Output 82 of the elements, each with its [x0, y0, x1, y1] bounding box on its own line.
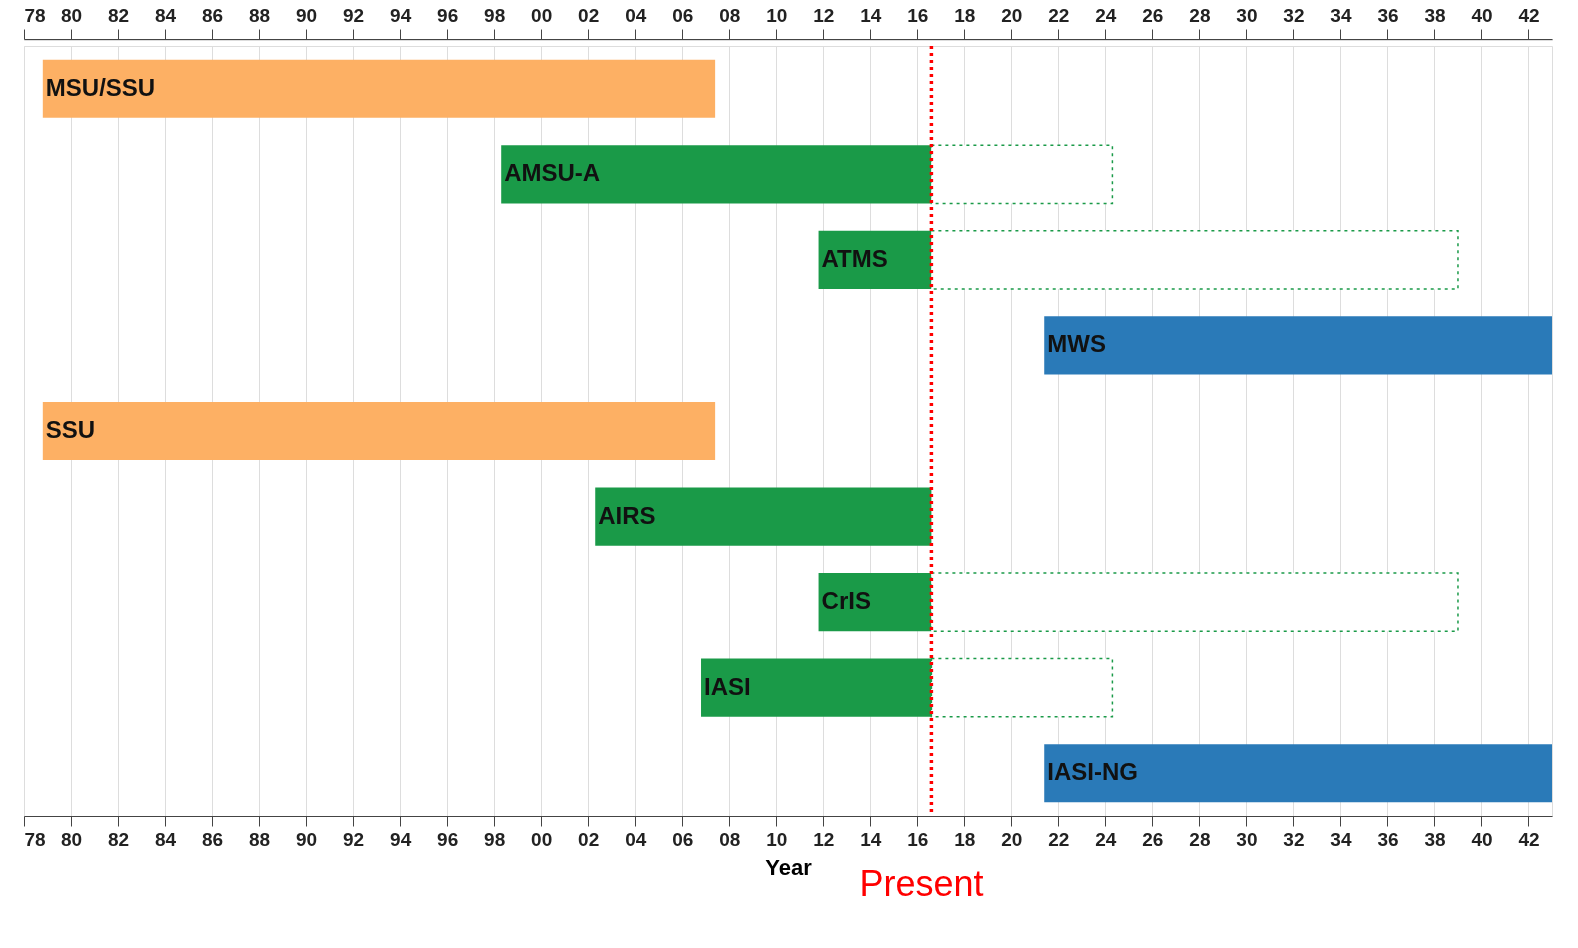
bar [42, 401, 716, 461]
x-tick-label: 08 [719, 828, 741, 850]
y-tick-label: AMSU-A [504, 159, 601, 187]
x2-tick-label: 42 [1518, 4, 1540, 26]
x2-tick-label: 34 [1330, 4, 1352, 26]
ref-line-label: Present [859, 863, 984, 904]
x2-tick-label: 16 [907, 4, 929, 26]
x-tick-label: 82 [107, 828, 130, 850]
x2-tick-label: 30 [1236, 4, 1258, 26]
x-tick-label: 00 [531, 828, 553, 850]
x-tick-label: 86 [201, 828, 224, 850]
y-tick-label: CrIS [821, 587, 871, 615]
x2-tick-label: 78 [24, 4, 46, 26]
x-tick-label: 40 [1471, 828, 1493, 850]
x-tick-label: 14 [860, 828, 882, 850]
y-tick-label: SSU [45, 416, 96, 443]
x2-tick-label: 24 [1095, 4, 1117, 26]
x-tick-label: 18 [954, 828, 976, 850]
x2-tick-label: 36 [1377, 4, 1399, 26]
x2-tick-label: 12 [813, 4, 835, 26]
x-tick-label: 10 [766, 828, 788, 850]
x2-tick-label: 02 [578, 4, 600, 26]
x2-tick-label: 14 [860, 4, 882, 26]
x2-tick-label: 98 [484, 4, 506, 26]
x-tick-label: 06 [672, 828, 694, 850]
x-tick-label: 04 [625, 828, 647, 850]
x-tick-label: 02 [578, 828, 600, 850]
x-tick-label: 90 [296, 828, 318, 850]
x2-tick-label: 86 [201, 4, 224, 26]
x2-tick-label: 26 [1142, 4, 1164, 26]
x2-tick-label: 38 [1424, 4, 1446, 26]
x2-tick-label: 32 [1283, 4, 1305, 26]
y-tick-label: MWS [1047, 330, 1106, 358]
x2-tick-label: 08 [719, 4, 741, 26]
x2-tick-label: 18 [954, 4, 976, 26]
x-tick-label: 42 [1518, 828, 1540, 850]
x2-tick-label: 82 [107, 4, 130, 26]
y-tick-label: IASI-NG [1047, 758, 1138, 786]
bar [1044, 744, 1552, 803]
x2-tick-label: 88 [249, 4, 271, 26]
x2-tick-label: 96 [437, 4, 459, 26]
x-tick-label: 22 [1048, 828, 1070, 850]
y-tick-label: IASI [704, 672, 751, 700]
x2-tick-label: 94 [390, 4, 412, 26]
x-tick-label: 24 [1095, 828, 1117, 850]
x-tick-label: 88 [249, 828, 271, 850]
bar [595, 487, 932, 546]
x-tick-label: 20 [1001, 828, 1023, 850]
x2-tick-label: 20 [1001, 4, 1023, 26]
x2-tick-label: 40 [1471, 4, 1493, 26]
x-tick-label: 78 [24, 828, 46, 850]
y-tick-label: MSU/SSU [45, 73, 156, 101]
x2-tick-label: 90 [296, 4, 318, 26]
x-tick-label: 12 [813, 828, 835, 850]
y-tick-label: ATMS [821, 244, 888, 272]
x2-tick-label: 04 [625, 4, 647, 26]
x-tick-label: 32 [1283, 828, 1305, 850]
x2-tick-label: 92 [343, 4, 365, 26]
x-tick-label: 98 [484, 828, 506, 850]
x2-tick-label: 00 [531, 4, 553, 26]
x-tick-label: 34 [1330, 828, 1352, 850]
x-tick-label: 94 [390, 828, 412, 850]
x-tick-label: 92 [343, 828, 365, 850]
x2-tick-label: 10 [766, 4, 788, 26]
x-axis-title: Year [765, 854, 813, 880]
x-tick-label: 84 [154, 828, 177, 850]
x-tick-label: 26 [1142, 828, 1164, 850]
x-tick-label: 80 [60, 828, 83, 850]
x2-tick-label: 80 [60, 4, 83, 26]
x2-tick-label: 06 [672, 4, 694, 26]
x2-tick-label: 22 [1048, 4, 1070, 26]
x-tick-label: 16 [907, 828, 929, 850]
x2-tick-label: 28 [1189, 4, 1211, 26]
x-tick-label: 28 [1189, 828, 1211, 850]
x-tick-label: 30 [1236, 828, 1258, 850]
bar [42, 59, 716, 118]
y-tick-label: AIRS [598, 501, 656, 529]
x-tick-label: 36 [1377, 828, 1399, 850]
x-tick-label: 38 [1424, 828, 1446, 850]
x2-tick-label: 84 [154, 4, 177, 26]
bar [1044, 316, 1552, 375]
x-tick-label: 96 [437, 828, 459, 850]
